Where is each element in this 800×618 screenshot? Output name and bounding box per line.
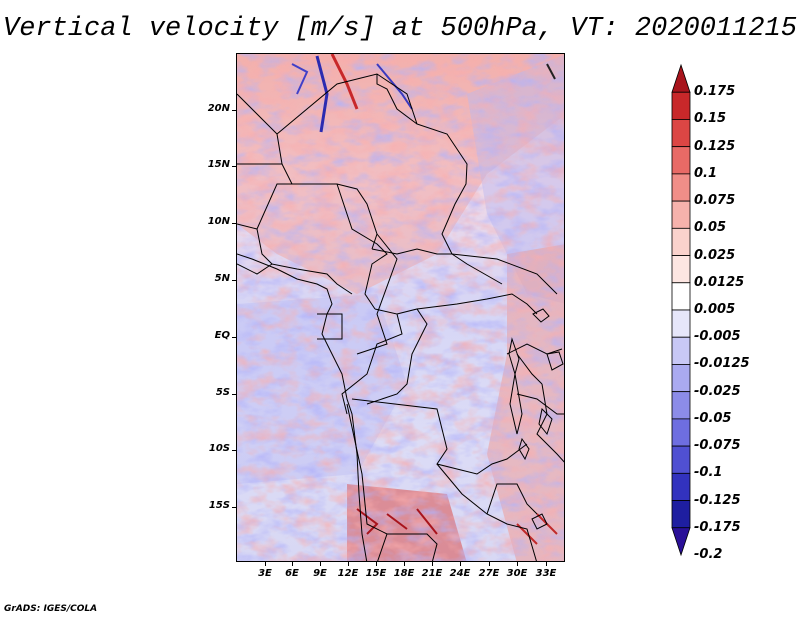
longitude-tick <box>432 562 433 566</box>
latitude-label: 5N <box>214 273 230 284</box>
country-borders <box>237 73 564 561</box>
colorbar-label: 0.175 <box>694 84 736 100</box>
latitude-label: EQ <box>214 330 230 341</box>
longitude-tick <box>517 562 518 566</box>
latitude-tick <box>232 110 236 111</box>
latitude-label: 15N <box>207 159 230 170</box>
longitude-tick <box>376 562 377 566</box>
credit-text: GrADS: IGES/COLA <box>4 604 98 614</box>
chart-title: Vertical velocity [m/s] at 500hPa, VT: 2… <box>3 14 797 44</box>
vertical-velocity-field <box>237 54 564 561</box>
colorbar-label: 0.05 <box>694 220 727 236</box>
longitude-label: 15E <box>365 568 387 579</box>
colorbar-box <box>671 445 691 474</box>
longitude-tick <box>546 562 547 566</box>
colorbar-box <box>671 200 691 229</box>
colorbar-label: -0.005 <box>694 329 741 345</box>
latitude-tick <box>232 450 236 451</box>
colorbar-label: 0.125 <box>694 138 736 154</box>
colorbar-box <box>671 173 691 202</box>
colorbar-label: -0.2 <box>694 547 723 562</box>
colorbar-box <box>671 418 691 447</box>
colorbar-box <box>671 119 691 148</box>
lakes <box>508 308 564 530</box>
longitude-label: 24E <box>449 568 471 579</box>
colorbar <box>671 63 691 557</box>
longitude-label: 18E <box>393 568 415 579</box>
longitude-tick <box>460 562 461 566</box>
longitude-label: 30E <box>506 568 528 579</box>
colorbar-box <box>671 527 691 557</box>
map-panel <box>236 53 565 562</box>
colorbar-label: 0.025 <box>694 247 736 263</box>
longitude-label: 21E <box>421 568 443 579</box>
longitude-label: 9E <box>313 568 327 579</box>
colorbar-box <box>671 91 691 120</box>
colorbar-box <box>671 309 691 338</box>
latitude-label: 20N <box>207 103 230 114</box>
latitude-label: 5S <box>215 387 230 398</box>
latitude-tick <box>232 394 236 395</box>
longitude-label: 3E <box>258 568 272 579</box>
colorbar-label: -0.075 <box>694 438 741 454</box>
latitude-tick <box>232 507 236 508</box>
colorbar-label: -0.025 <box>694 383 741 399</box>
colorbar-label: -0.1 <box>694 465 723 481</box>
colorbar-label: -0.0125 <box>694 356 750 372</box>
latitude-label: 15S <box>208 500 230 511</box>
latitude-tick <box>232 223 236 224</box>
colorbar-box <box>671 500 691 529</box>
colorbar-label: 0.0125 <box>694 274 745 290</box>
longitude-tick <box>265 562 266 566</box>
colorbar-box <box>671 255 691 284</box>
colorbar-label: 0.15 <box>694 111 727 127</box>
longitude-tick <box>320 562 321 566</box>
longitude-tick <box>489 562 490 566</box>
colorbar-box <box>671 391 691 420</box>
colorbar-box <box>671 336 691 365</box>
longitude-label: 6E <box>285 568 299 579</box>
colorbar-label: 0.075 <box>694 193 736 209</box>
latitude-tick <box>232 337 236 338</box>
longitude-label: 33E <box>535 568 557 579</box>
colorbar-label: 0.1 <box>694 165 718 181</box>
colorbar-box <box>671 472 691 501</box>
latitude-tick <box>232 280 236 281</box>
longitude-tick <box>292 562 293 566</box>
colorbar-box <box>671 146 691 175</box>
coastline <box>237 253 368 561</box>
longitude-label: 12E <box>337 568 359 579</box>
longitude-tick <box>404 562 405 566</box>
longitude-label: 27E <box>478 568 500 579</box>
colorbar-label: -0.125 <box>694 492 741 508</box>
colorbar-label: -0.175 <box>694 519 741 535</box>
latitude-label: 10N <box>207 216 230 227</box>
latitude-label: 10S <box>208 443 230 454</box>
colorbar-box <box>671 282 691 311</box>
colorbar-box <box>671 364 691 393</box>
colorbar-label: -0.05 <box>694 410 732 426</box>
longitude-tick <box>348 562 349 566</box>
latitude-tick <box>232 166 236 167</box>
colorbar-label: 0.005 <box>694 302 736 317</box>
colorbar-box <box>671 227 691 256</box>
colorbar-box <box>671 63 691 93</box>
